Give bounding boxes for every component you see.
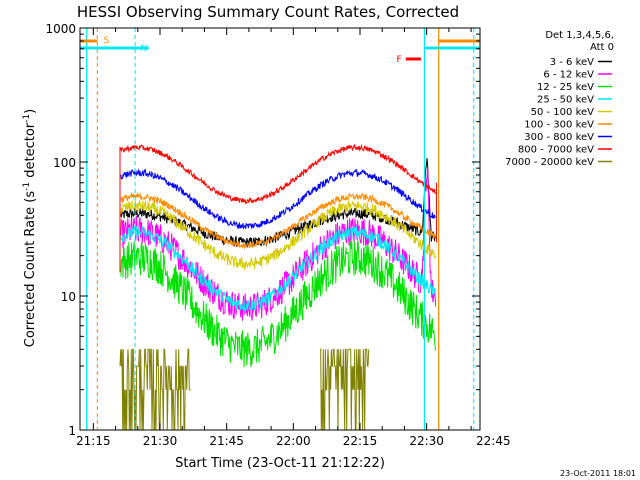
x-tick-label-0: 21:15: [76, 434, 111, 448]
y-tick-label-2: 100: [53, 156, 76, 170]
legend-label-8: 7000 - 20000 keV: [505, 157, 594, 168]
x-tick-label-1: 21:30: [143, 434, 178, 448]
y-axis-label-sup2: -1: [22, 114, 32, 123]
axes-layer: 21:15 21:30 21:45 22:00 22:15 22:30 22:45 1 10 10…: [45, 22, 510, 448]
y-axis-label-end: ): [23, 109, 38, 114]
series-layer: [119, 143, 437, 431]
series-line-7: [120, 143, 437, 205]
night-marker-label: N: [140, 44, 147, 54]
legend: Det 1,3,4,5,6,Att 0 3 - 6 keV 6 - 12 keV12…: [505, 30, 614, 168]
flare-marker-label: F: [396, 55, 401, 65]
legend-label-2: 12 - 25 keV: [537, 82, 594, 93]
footer-date: 23-Oct-2011 18:01: [560, 469, 636, 478]
chart-title: HESSI Observing Summary Count Rates, Cor…: [77, 3, 459, 21]
markers-layer: S N F: [80, 28, 480, 430]
legend-label-0: 3 - 6 keV: [550, 57, 594, 68]
series-line-2: [120, 240, 437, 368]
x-tick-label-3: 22:00: [276, 434, 311, 448]
x-tick-label-2: 21:45: [209, 434, 244, 448]
legend-label-3: 25 - 50 keV: [537, 95, 594, 106]
legend-header-1: Att 0: [590, 42, 614, 53]
legend-label-1: 6 - 12 keV: [543, 70, 594, 81]
y-tick-label-3: 1000: [45, 22, 76, 36]
saa-marker-label: S: [104, 36, 110, 46]
y-axis-label-mid: detector: [23, 122, 38, 182]
legend-label-6: 300 - 800 keV: [524, 132, 594, 143]
x-tick-label-6: 22:45: [476, 434, 511, 448]
plot-frame: [79, 27, 481, 431]
series-line-5: [120, 191, 436, 250]
high-energy-burst-0: [119, 348, 191, 431]
y-axis-label: Corrected Count Rate (s-1 detector-1): [22, 109, 38, 347]
legend-label-4: 50 - 100 keV: [531, 107, 595, 118]
legend-label-5: 100 - 300 keV: [524, 120, 594, 131]
y-tick-label-1: 10: [61, 290, 76, 304]
series-line-4: [120, 199, 437, 271]
y-axis-label-main: Corrected Count Rate (s: [23, 191, 38, 348]
legend-label-7: 800 - 7000 keV: [518, 145, 594, 156]
y-axis-label-sup1: -1: [22, 182, 32, 191]
x-tick-label-4: 22:15: [343, 434, 378, 448]
x-tick-label-5: 22:30: [409, 434, 444, 448]
high-energy-burst-1: [320, 348, 370, 431]
series-line-3: [120, 225, 437, 312]
legend-header-0: Det 1,3,4,5,6,: [545, 30, 614, 41]
x-axis-label: Start Time (23-Oct-11 21:12:22): [175, 456, 385, 471]
series-line-6: [120, 168, 436, 231]
y-tick-label-0: 1: [68, 424, 76, 438]
